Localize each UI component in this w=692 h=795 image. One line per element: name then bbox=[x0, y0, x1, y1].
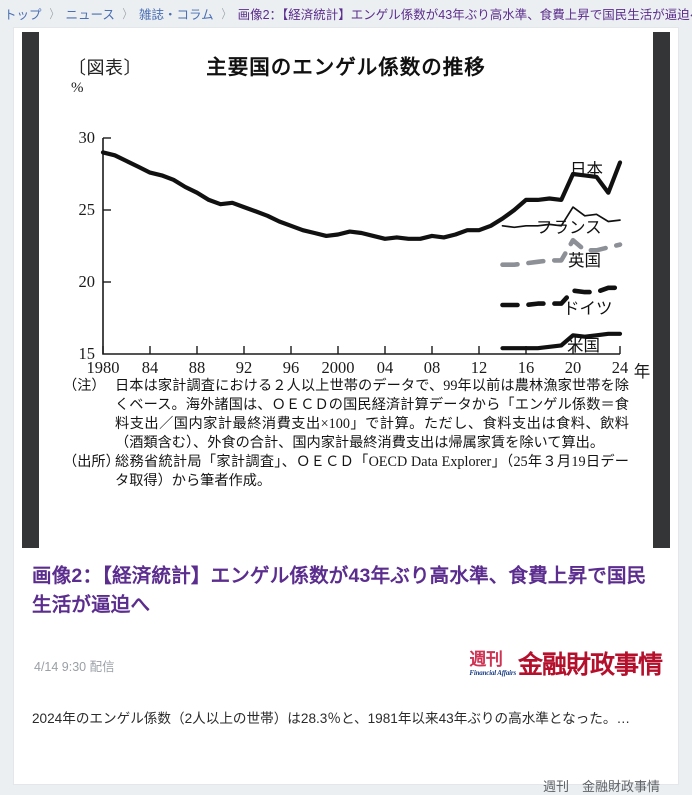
figure-letterbox-right bbox=[653, 32, 670, 548]
series-label-germany: ドイツ bbox=[563, 299, 613, 318]
chart-canvas: 〔図表〕 主要国のエンゲル係数の推移 % bbox=[39, 32, 653, 548]
article-body: 2024年のエンゲル係数（2人以上の世帯）は28.3％と、1981年以来43年ぶ… bbox=[32, 711, 631, 726]
series-label-france: フランス bbox=[536, 218, 602, 237]
figure-notes: （注） 日本は家計調査における２人以上世帯のデータで、99年以前は農林漁家世帯を… bbox=[63, 377, 629, 491]
x-tick-label-1980: 1980 bbox=[86, 358, 120, 377]
publisher-logo-name: 金融財政事情 bbox=[517, 651, 663, 679]
breadcrumb-separator-icon: 〉 bbox=[122, 6, 132, 21]
figure-note-label: （注） bbox=[63, 378, 106, 394]
x-tick-label-08: 08 bbox=[423, 358, 441, 377]
x-tick-label-92: 92 bbox=[235, 358, 253, 377]
x-tick-label-88: 88 bbox=[188, 358, 206, 377]
article-headline[interactable]: 画像2：【経済統計】エンゲル係数が43年ぶり高水準、食費上昇で国民生活が逼迫へ bbox=[32, 565, 647, 616]
breadcrumb: トップ 〉 ニュース 〉 雑誌・コラム 〉 画像2：【経済統計】エンゲル係数が4… bbox=[0, 0, 692, 26]
figure-note-text: 日本は家計調査における２人以上世帯のデータで、99年以前は農林漁家世帯を除くベー… bbox=[115, 378, 629, 452]
figure-source-row: （出所） 総務省統計局「家計調査」、ＯＥＣＤ「OECD Data Explore… bbox=[63, 453, 629, 491]
x-tick-label-12: 12 bbox=[470, 358, 488, 377]
series-label-japan: 日本 bbox=[570, 160, 603, 179]
breadcrumb-item-current[interactable]: 画像2：【経済統計】エンゲル係数が43年ぶり高水準、食費上昇で国民生活が逼迫へ bbox=[237, 7, 692, 22]
x-tick-label-04: 04 bbox=[376, 358, 394, 377]
article-card: 〔図表〕 主要国のエンゲル係数の推移 % bbox=[14, 28, 678, 794]
x-tick-label-84: 84 bbox=[141, 358, 159, 377]
x-tick-label-16: 16 bbox=[517, 358, 535, 377]
y-axis-unit: % bbox=[71, 80, 84, 96]
chart-title: 主要国のエンゲル係数の推移 bbox=[206, 57, 486, 79]
figure-source-label: （出所） bbox=[63, 454, 120, 471]
article-footer-credit: 週刊 金融財政事情 bbox=[542, 779, 660, 794]
breadcrumb-item-news[interactable]: ニュース bbox=[65, 7, 115, 22]
breadcrumb-item-magazine-column[interactable]: 雑誌・コラム bbox=[138, 7, 214, 22]
breadcrumb-item-top[interactable]: トップ bbox=[4, 7, 42, 22]
figure-note-row: （注） 日本は家計調査における２人以上世帯のデータで、99年以前は農林漁家世帯を… bbox=[63, 377, 629, 453]
series-label-uk: 英国 bbox=[568, 251, 601, 270]
breadcrumb-separator-icon: 〉 bbox=[221, 6, 231, 21]
y-tick-label-25: 25 bbox=[78, 200, 96, 219]
chart-plot bbox=[100, 137, 623, 355]
figure-image[interactable]: 〔図表〕 主要国のエンゲル係数の推移 % bbox=[22, 32, 670, 548]
article-meta: 4/14 9:30 配信 週刊 Financial Affairs 金融財政事情 bbox=[32, 651, 663, 682]
figure-source-text: 総務省統計局「家計調査」、ＯＥＣＤ「OECD Data Explorer」（25… bbox=[115, 454, 629, 490]
y-tick-label-15: 15 bbox=[78, 344, 96, 363]
series-label-usa: 米国 bbox=[567, 336, 600, 355]
x-axis-unit-label: 年 bbox=[633, 362, 651, 381]
figure-tag: 〔図表〕 bbox=[68, 58, 142, 78]
publisher-logo-english: Financial Affairs bbox=[469, 668, 516, 677]
x-tick-label-24: 24 bbox=[611, 358, 629, 377]
x-tick-label-96: 96 bbox=[282, 358, 300, 377]
x-tick-label-20: 20 bbox=[564, 358, 582, 377]
y-tick-label-20: 20 bbox=[78, 272, 96, 291]
breadcrumb-separator-icon: 〉 bbox=[49, 6, 59, 21]
x-tick-label-2000: 2000 bbox=[321, 358, 355, 377]
publish-timestamp: 4/14 9:30 配信 bbox=[34, 660, 115, 674]
figure-letterbox-left bbox=[22, 32, 39, 548]
publisher-logo-shukan: 週刊 bbox=[469, 649, 503, 669]
publisher-logo[interactable]: 週刊 Financial Affairs 金融財政事情 bbox=[469, 646, 663, 679]
y-tick-label-30: 30 bbox=[78, 128, 96, 147]
publisher-logo-left: 週刊 Financial Affairs bbox=[469, 651, 516, 679]
